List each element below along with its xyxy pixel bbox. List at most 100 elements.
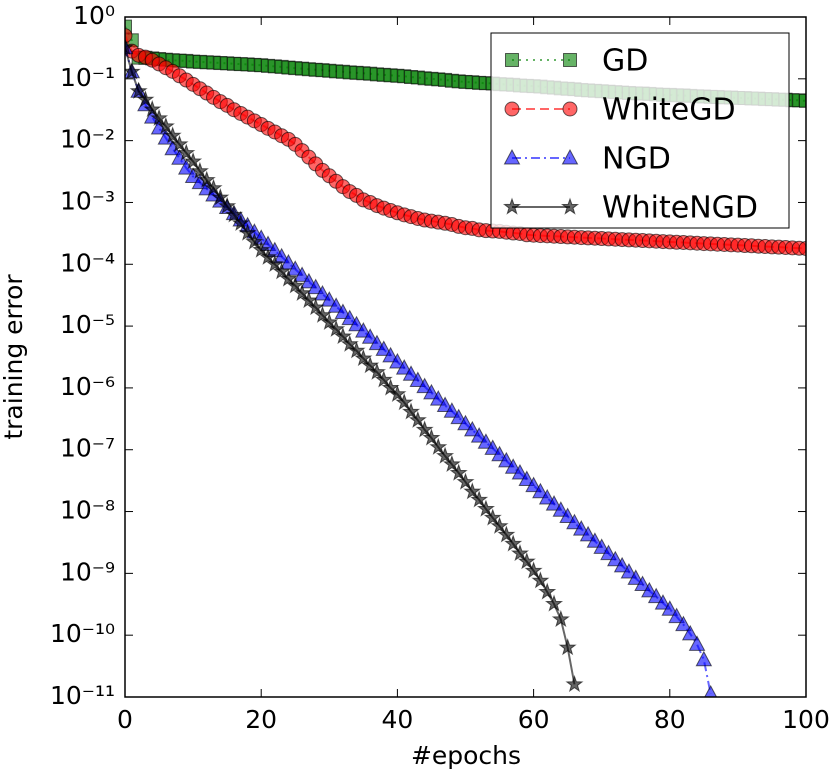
marker-star (231, 213, 250, 232)
marker-triangle (395, 359, 413, 375)
marker-star (204, 178, 223, 196)
marker-star (299, 290, 318, 309)
x-tick-label: 20 (245, 705, 277, 734)
marker-triangle (382, 346, 399, 363)
marker-triangle (293, 266, 311, 282)
y-tick-label: 10⁰ (73, 1, 115, 30)
marker-triangle (681, 624, 699, 641)
marker-triangle (695, 650, 713, 667)
marker-triangle (341, 309, 359, 326)
marker-triangle (307, 278, 325, 295)
marker-triangle (600, 544, 617, 561)
marker-circle (798, 240, 806, 256)
marker-star (184, 151, 203, 170)
marker-triangle (668, 607, 685, 624)
marker-star (125, 38, 135, 56)
marker-triangle (402, 365, 420, 381)
marker-triangle (654, 594, 672, 610)
marker-star (170, 134, 189, 153)
marker-star (429, 437, 448, 455)
marker-star (517, 552, 536, 570)
marker-star (156, 116, 175, 135)
marker-star (190, 161, 209, 179)
marker-star (125, 62, 141, 80)
marker-triangle (627, 569, 645, 585)
marker-star (272, 262, 291, 280)
marker-triangle (463, 420, 481, 437)
marker-triangle (525, 476, 542, 493)
marker-star (245, 232, 264, 250)
marker-triangle (450, 408, 468, 425)
marker-triangle (389, 352, 406, 369)
marker-triangle (688, 635, 706, 651)
x-tick-label: 100 (782, 705, 830, 734)
marker-triangle (314, 284, 331, 301)
marker-triangle (545, 495, 563, 511)
marker-star (388, 384, 407, 402)
marker-star (538, 582, 557, 600)
marker-triangle (443, 402, 461, 418)
marker-triangle (675, 615, 692, 632)
marker-triangle (593, 538, 611, 554)
marker-triangle (320, 291, 338, 307)
marker-star (510, 543, 530, 562)
marker-star (238, 223, 257, 241)
marker-star (565, 674, 584, 693)
x-axis-label: #epochs (411, 741, 521, 770)
marker-triangle (286, 260, 304, 276)
marker-star (436, 446, 455, 464)
marker-star (292, 283, 312, 301)
y-tick-label: 10⁻³ (60, 186, 115, 215)
marker-circle (504, 101, 520, 117)
marker-square (563, 53, 577, 67)
x-tick-label: 40 (381, 705, 413, 734)
marker-star (401, 402, 421, 420)
marker-triangle (355, 322, 372, 338)
marker-triangle (423, 383, 440, 400)
marker-star (408, 410, 427, 428)
marker-star (415, 420, 434, 438)
marker-triangle (498, 451, 515, 468)
marker-star (286, 276, 305, 294)
marker-triangle (634, 575, 651, 592)
marker-triangle (606, 550, 624, 567)
plot-frame (124, 16, 807, 698)
marker-star (395, 393, 414, 411)
y-tick-label: 10⁻² (60, 125, 115, 154)
y-tick-label: 10⁻⁶ (60, 372, 115, 401)
marker-star (524, 561, 543, 579)
marker-star (224, 205, 244, 223)
marker-star (211, 188, 230, 206)
legend-label: NGD (602, 142, 671, 177)
y-tick-label: 10⁻¹ (60, 63, 115, 92)
marker-triangle (620, 562, 638, 579)
legend-label: GD (602, 44, 648, 79)
marker-star (422, 428, 441, 446)
marker-star (320, 312, 339, 331)
marker-triangle (561, 148, 579, 165)
marker-circle (125, 28, 133, 44)
y-tick-label: 10⁻⁴ (60, 248, 115, 277)
marker-triangle (518, 470, 536, 486)
marker-star (163, 126, 182, 144)
marker-triangle (334, 303, 352, 319)
marker-triangle (661, 600, 679, 616)
marker-star (551, 609, 570, 628)
y-tick-label: 10⁻⁹ (60, 557, 115, 586)
marker-star (347, 341, 366, 359)
marker-star (177, 143, 196, 161)
marker-star (313, 305, 332, 323)
marker-star (531, 571, 550, 589)
marker-triangle (429, 390, 447, 406)
marker-star (149, 108, 169, 126)
marker-star (504, 534, 523, 552)
y-tick-label: 10⁻¹⁰ (50, 619, 115, 648)
marker-triangle (532, 482, 549, 499)
y-axis-label: training error (0, 274, 28, 440)
marker-star (218, 196, 237, 214)
legend-label: WhiteNGD (602, 191, 758, 226)
marker-triangle (559, 507, 576, 524)
marker-star (361, 356, 380, 374)
